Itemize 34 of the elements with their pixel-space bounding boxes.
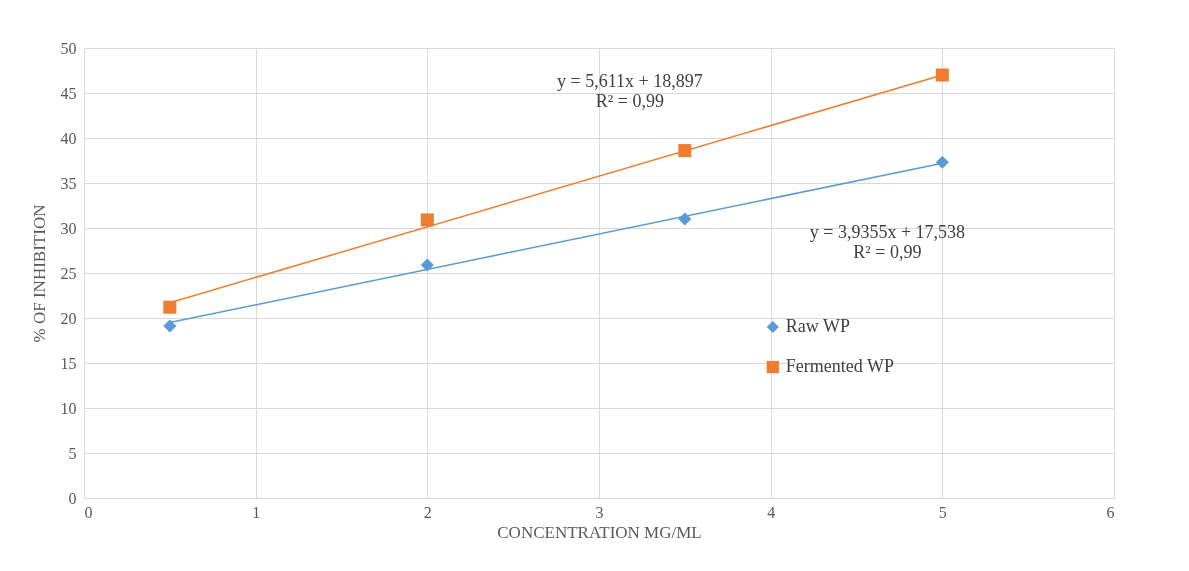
point xyxy=(935,68,949,82)
annotation: y = 5,611x + 18,897 xyxy=(557,70,703,91)
x-tick-label: 0 xyxy=(84,503,93,521)
x-tick-label: 1 xyxy=(252,503,261,521)
x-tick-label: 6 xyxy=(1106,503,1115,521)
x-axis-title: CONCENTRATION MG/ML xyxy=(497,522,702,542)
annotation: R² = 0,99 xyxy=(853,241,922,262)
x-tick-label: 4 xyxy=(767,503,776,521)
y-tick-label: 45 xyxy=(60,84,77,102)
x-tick-label: 2 xyxy=(423,503,432,521)
y-tick-label: 10 xyxy=(60,399,77,417)
point xyxy=(163,300,177,314)
y-tick-label: 20 xyxy=(60,309,77,327)
x-tick-label: 5 xyxy=(938,503,947,521)
y-tick-label: 15 xyxy=(60,354,77,372)
annotation: R² = 0,99 xyxy=(595,91,664,111)
y-tick-label: 5 xyxy=(68,444,77,462)
y-tick-label: 30 xyxy=(60,219,77,237)
point xyxy=(420,258,434,272)
annotation: y = 3,9355x + 17,538 xyxy=(809,221,966,242)
point xyxy=(678,144,692,158)
y-tick-label: 0 xyxy=(68,489,77,507)
y-tick-label: 35 xyxy=(60,174,77,192)
legend-label: Raw WP xyxy=(785,316,850,336)
point xyxy=(420,213,434,227)
y-tick-label: 50 xyxy=(60,39,77,57)
point xyxy=(163,319,177,333)
point xyxy=(678,212,692,226)
x-tick-label: 3 xyxy=(595,503,604,521)
y-axis-title: % OF INHIBITION xyxy=(29,204,49,343)
y-tick-label: 25 xyxy=(60,264,77,282)
legend-label: Fermented WP xyxy=(785,356,894,376)
point xyxy=(935,155,949,169)
y-tick-label: 40 xyxy=(60,129,77,147)
